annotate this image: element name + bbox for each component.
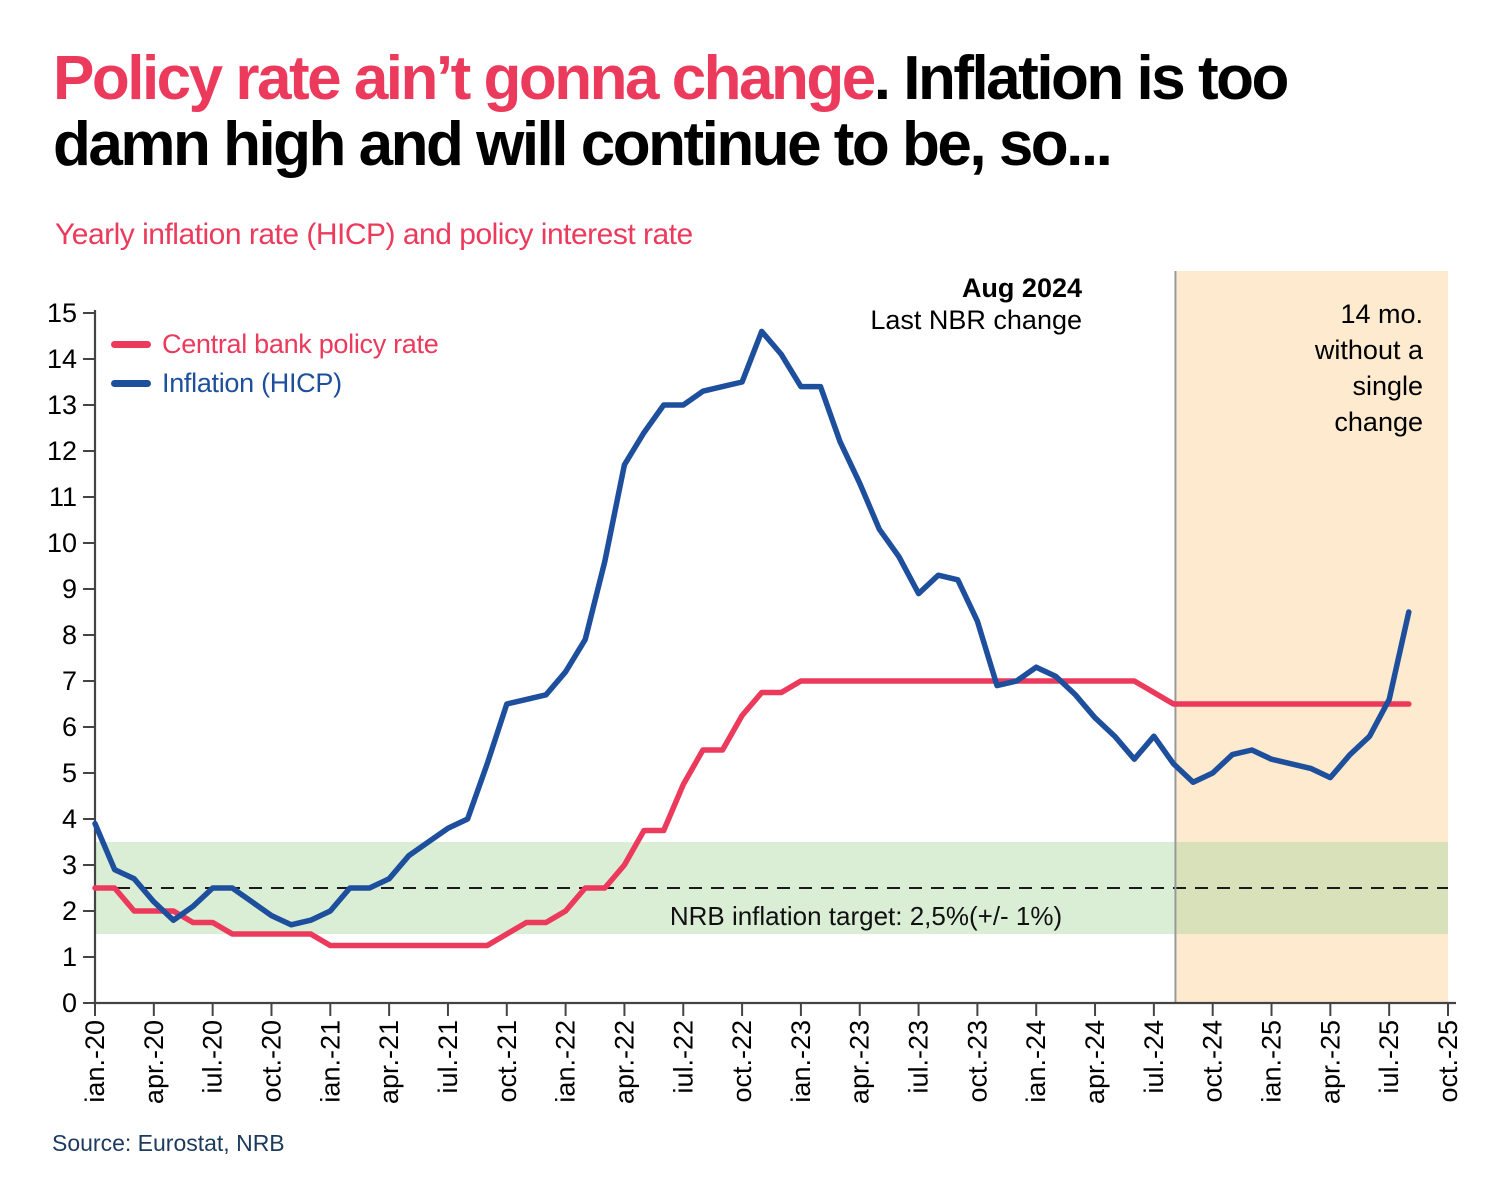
x-tick-label: iul.-24 [1139,1020,1169,1094]
y-tick-label: 11 [49,482,77,512]
x-tick-label: ian.-25 [1257,1020,1287,1103]
legend-item-policy-rate: Central bank policy rate [111,328,439,359]
x-tick-label: iul.-23 [904,1020,934,1094]
page-title-rest-1: . Inflation is too [873,44,1290,113]
x-tick-label: ian.-20 [80,1020,110,1103]
y-tick-label: 4 [62,804,77,834]
no-change-line-1: 14 mo. [1340,299,1423,329]
policy-rate-line [92,678,1412,949]
inflation-hicp-line [92,328,1412,928]
page-title-highlight: Policy rate ain’t gonna change [53,44,876,113]
x-tick-label: oct.-24 [1198,1020,1228,1103]
y-tick-label: 15 [47,298,77,328]
y-tick-label: 8 [62,620,77,650]
chart-subtitle: Yearly inflation rate (HICP) and policy … [55,218,693,251]
x-tick-label: apr.-20 [139,1020,169,1104]
x-tick-label: apr.-21 [374,1020,404,1104]
last-change-date: Aug 2024 [961,273,1082,303]
x-tick-label: apr.-25 [1315,1020,1345,1104]
y-tick-label: 12 [47,436,77,466]
x-tick-label: apr.-24 [1080,1020,1110,1104]
x-tick-label: oct.-22 [727,1020,757,1103]
last-change-annotation: Aug 2024 Last NBR change [870,272,1082,336]
x-tick-label: oct.-21 [492,1020,522,1103]
inflation-legend-label: Inflation (HICP) [162,367,342,398]
legend-item-inflation: Inflation (HICP) [111,368,438,398]
no-change-line-4: change [1334,407,1423,437]
y-tick-label: 3 [62,850,77,880]
x-tick-label: oct.-20 [256,1020,286,1103]
x-tick-label: apr.-22 [609,1020,639,1104]
x-tick-label: iul.-20 [198,1020,228,1094]
x-tick-label: oct.-25 [1433,1020,1463,1103]
inflation-swatch [111,379,151,387]
policy-rate-swatch [111,340,151,348]
x-tick-label: oct.-23 [962,1020,992,1103]
y-tick-label: 9 [62,574,77,604]
y-tick-label: 10 [47,528,77,558]
x-tick-label: ian.-21 [315,1020,345,1103]
legend: Central bank policy rate Inflation (HICP… [111,328,439,398]
page-title-rest-2: damn high and will continue to be, so... [53,110,1113,179]
no-change-annotation: 14 mo. without a single change [1315,296,1423,440]
y-tick-label: 13 [47,390,77,420]
y-tick-label: 5 [62,758,77,788]
x-tick-label: iul.-22 [668,1020,698,1094]
no-change-line-3: single [1352,371,1423,401]
y-tick-label: 7 [62,666,77,696]
y-tick-label: 0 [62,988,77,1018]
source-note: Source: Eurostat, NRB [52,1130,285,1156]
x-tick-label: iul.-25 [1374,1020,1404,1094]
x-tick-label: ian.-24 [1021,1020,1051,1103]
policy-rate-legend-label: Central bank policy rate [162,328,439,359]
x-tick-label: ian.-23 [786,1020,816,1103]
x-tick-label: apr.-23 [845,1020,875,1104]
y-tick-label: 6 [62,712,77,742]
no-change-line-2: without a [1314,335,1423,365]
x-tick-label: iul.-21 [433,1020,463,1094]
inflation-target-label: NRB inflation target: 2,5%(+/- 1%) [669,901,1063,931]
y-tick-label: 14 [47,344,77,374]
last-change-text: Last NBR change [870,305,1082,335]
y-tick-label: 1 [62,942,77,972]
y-tick-label: 2 [62,896,77,926]
x-tick-label: ian.-22 [551,1020,581,1103]
page-title: Policy rate ain’t gonna change. Inflatio… [53,44,1290,179]
